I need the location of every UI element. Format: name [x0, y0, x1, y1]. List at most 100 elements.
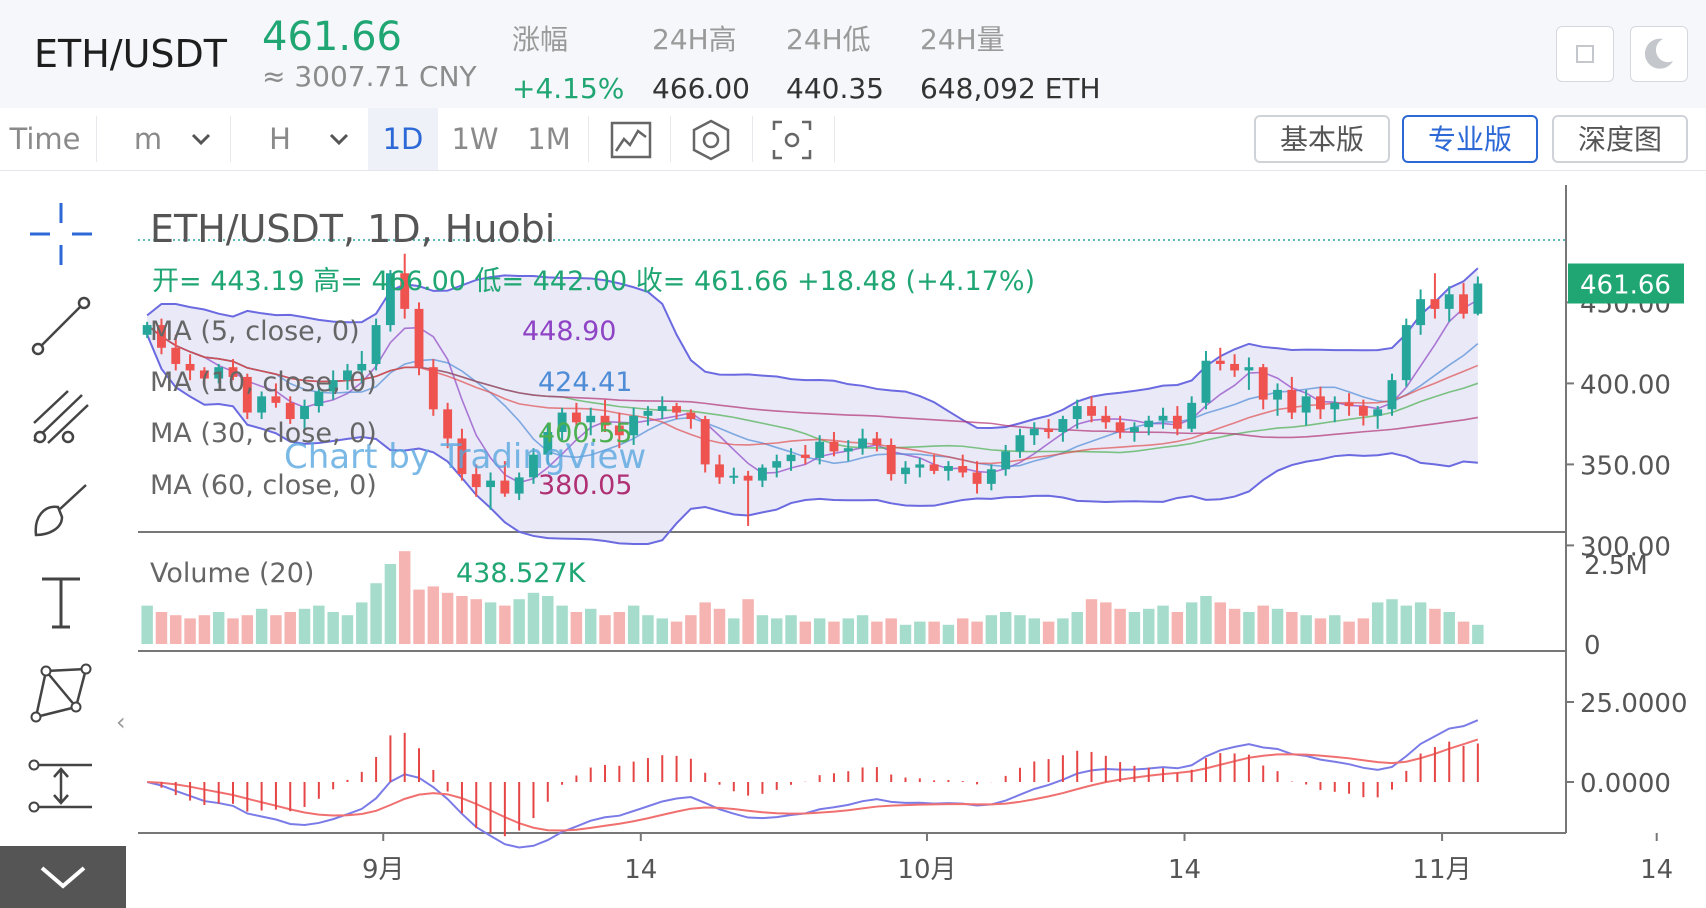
theme-toggle-button[interactable]: [1630, 26, 1688, 82]
candle-body: [686, 412, 696, 420]
candle-body: [1387, 380, 1397, 410]
volume-bar: [1371, 602, 1384, 644]
candle-body: [872, 438, 882, 445]
volume-bar: [1400, 605, 1413, 644]
view-basic-button[interactable]: 基本版: [1254, 115, 1390, 163]
volume-bar: [1128, 612, 1141, 644]
indicator-chart-icon[interactable]: [610, 121, 652, 159]
candle-body: [829, 441, 839, 452]
stat-value: 648,092 ETH: [920, 72, 1101, 105]
square-icon: [1576, 45, 1594, 63]
pattern-icon[interactable]: [28, 661, 94, 727]
volume-bar: [570, 612, 583, 644]
view-depth-button[interactable]: 深度图: [1552, 115, 1688, 163]
hour-select[interactable]: H: [269, 122, 291, 156]
crosshair-icon[interactable]: [28, 201, 94, 267]
volume-bar: [170, 615, 182, 644]
stat-value: 466.00: [652, 72, 750, 105]
volume-bar: [1114, 608, 1126, 644]
settings-hexagon-icon[interactable]: [690, 118, 732, 162]
fullscreen-button[interactable]: [1556, 26, 1614, 82]
volume-bar: [642, 615, 654, 644]
divider: [96, 116, 97, 162]
volume-bar: [685, 615, 697, 644]
volume-bar: [513, 599, 525, 644]
bollinger-lower: [146, 334, 1478, 546]
candle-body: [1330, 402, 1340, 410]
volume-bar: [828, 621, 840, 644]
screenshot-icon[interactable]: [772, 120, 812, 160]
minute-select[interactable]: m: [133, 122, 163, 156]
interval-1m[interactable]: 1M: [527, 122, 571, 156]
chevron-down-icon[interactable]: [328, 130, 350, 148]
stat-change: 涨幅 +4.15%: [512, 18, 624, 105]
candle-body: [600, 415, 610, 426]
candle-body: [1158, 415, 1168, 421]
candle-body: [1358, 406, 1368, 416]
candle-body: [757, 467, 767, 481]
volume-bar: [241, 615, 254, 644]
candle-body: [242, 376, 252, 413]
volume-bar: [1085, 599, 1098, 644]
volume-bar: [441, 592, 454, 644]
volume-bar: [484, 602, 497, 644]
candle-body: [343, 370, 352, 381]
divider: [834, 116, 835, 162]
tools-collapse-bar[interactable]: [0, 846, 126, 908]
volume-bar: [556, 605, 568, 644]
volume-bar: [1042, 621, 1055, 644]
candle-body: [443, 409, 453, 439]
volume-bar: [985, 615, 998, 644]
volume-bar: [1414, 602, 1427, 644]
scroll-left-icon[interactable]: ‹: [116, 708, 126, 736]
candle-body: [1115, 422, 1125, 432]
text-tool-icon[interactable]: [28, 569, 94, 635]
candle-body: [486, 480, 495, 488]
volume-bar: [914, 621, 926, 644]
interval-1w[interactable]: 1W: [451, 122, 499, 156]
chevron-down-icon[interactable]: [190, 130, 212, 148]
volume-bar: [1071, 612, 1083, 644]
volume-bar: [699, 602, 711, 644]
time-button[interactable]: Time: [9, 122, 81, 156]
volume-bar: [456, 596, 468, 644]
volume-bar: [1429, 608, 1441, 644]
volume-bar: [1214, 602, 1227, 644]
pair-name: ETH/USDT: [34, 32, 228, 76]
trend-line-icon[interactable]: [28, 293, 94, 359]
candle-body: [700, 419, 710, 465]
candle-body: [772, 461, 782, 468]
candle-body: [185, 363, 195, 371]
macd-tick-label: 0.0000: [1580, 769, 1671, 799]
volume-bar: [1100, 602, 1112, 644]
candle-body: [214, 367, 224, 379]
brush-icon[interactable]: [28, 477, 94, 543]
moon-icon: [1644, 38, 1673, 69]
candle-body: [672, 406, 682, 413]
candle-body: [1344, 402, 1354, 407]
divider: [670, 116, 671, 162]
volume-bar: [928, 621, 940, 644]
volume-bar: [227, 618, 239, 644]
candle-body: [328, 380, 338, 392]
pitchfork-icon[interactable]: [28, 385, 94, 451]
price-tick-label: 350.00: [1580, 451, 1671, 481]
volume-bar: [341, 615, 354, 644]
candle-body: [1430, 299, 1440, 309]
legend-title: ETH/USDT, 1D, Huobi: [150, 207, 555, 251]
volume-bar: [885, 618, 897, 644]
stat-label: 涨幅: [512, 23, 569, 56]
volume-tick-label: 2.5M: [1584, 551, 1648, 581]
volume-bar: [1057, 618, 1069, 644]
volume-bar: [899, 624, 912, 644]
measure-icon[interactable]: [28, 753, 94, 819]
interval-1d[interactable]: 1D: [368, 108, 438, 170]
candle-body: [1201, 360, 1211, 403]
view-pro-button[interactable]: 专业版: [1402, 115, 1538, 163]
candle-body: [943, 466, 953, 471]
volume-bar: [470, 599, 482, 644]
drawing-toolbar: [0, 171, 126, 908]
volume-bar: [427, 586, 440, 644]
candle-body: [786, 454, 796, 462]
